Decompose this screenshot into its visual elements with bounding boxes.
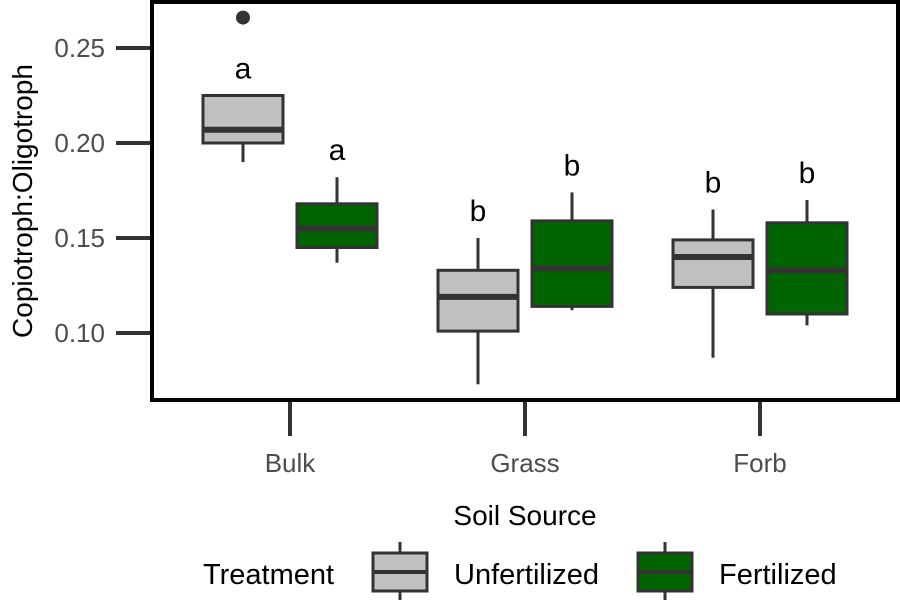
significance-letter-fertilized-grass: b xyxy=(564,149,581,182)
legend: Treatment Unfertilized Fertilized xyxy=(203,542,837,600)
x-tick-label-grass: Grass xyxy=(490,448,559,478)
y-axis-title: Copiotroph:Oligotroph xyxy=(7,64,38,338)
significance-letter-fertilized-bulk: a xyxy=(329,134,346,167)
legend-key-fertilized xyxy=(636,542,694,600)
y-tick-label-1: 0.15 xyxy=(54,223,105,253)
x-axis-title: Soil Source xyxy=(453,500,596,531)
y-tick-label-0: 0.10 xyxy=(54,318,105,348)
box-body-unfertilized-bulk xyxy=(201,94,285,145)
box-body-unfertilized-grass xyxy=(436,268,520,333)
significance-letter-unfertilized-bulk: a xyxy=(235,53,252,86)
x-tick-label-bulk: Bulk xyxy=(265,448,317,478)
significance-letter-unfertilized-grass: b xyxy=(470,195,487,228)
y-axis: 0.10 0.15 0.20 0.25 xyxy=(54,33,150,348)
box-body-fertilized-grass xyxy=(530,219,614,308)
x-axis: Bulk Grass Forb xyxy=(265,402,787,478)
x-tick-label-forb: Forb xyxy=(733,448,786,478)
legend-key-unfertilized xyxy=(371,542,429,600)
significance-letter-fertilized-forb: b xyxy=(799,157,816,190)
legend-label-unfertilized: Unfertilized xyxy=(454,559,599,591)
box-fertilized-grass: b xyxy=(530,149,614,311)
outlier-unfertilized-bulk-0 xyxy=(236,10,250,25)
y-tick-label-2: 0.20 xyxy=(54,128,105,158)
box-body-unfertilized-forb xyxy=(671,238,755,289)
panel-border xyxy=(150,0,900,402)
box-unfertilized-forb: b xyxy=(671,167,755,358)
legend-label-fertilized: Fertilized xyxy=(719,559,837,591)
y-tick-label-3: 0.25 xyxy=(54,33,105,63)
box-unfertilized-grass: b xyxy=(436,195,520,385)
plot-area: a b b a b b xyxy=(201,10,849,385)
box-fertilized-bulk: a xyxy=(295,134,379,263)
significance-letter-unfertilized-forb: b xyxy=(705,167,722,200)
box-unfertilized-bulk: a xyxy=(201,10,285,162)
legend-title: Treatment xyxy=(203,559,334,591)
box-fertilized-forb: b xyxy=(765,157,849,326)
